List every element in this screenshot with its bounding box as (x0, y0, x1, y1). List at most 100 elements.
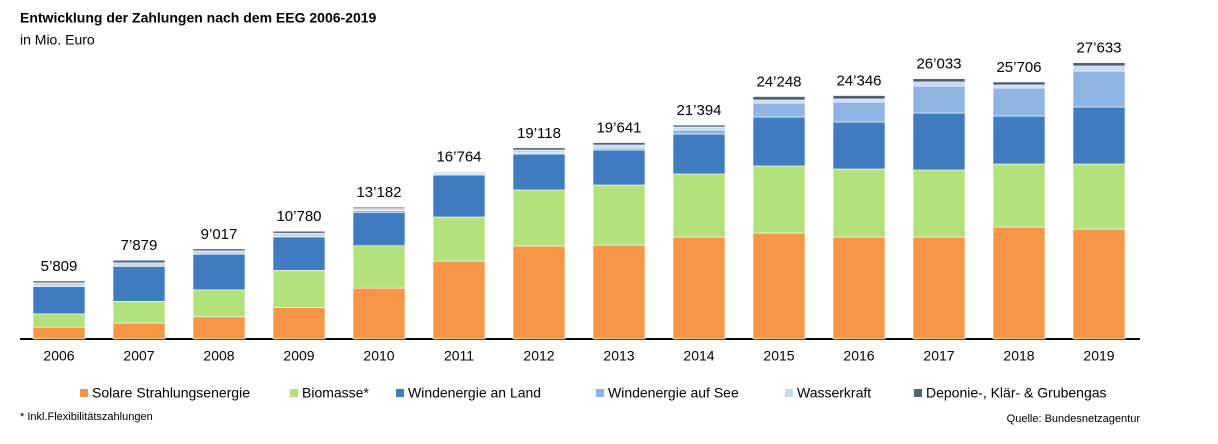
legend-label: Biomasse* (302, 385, 369, 401)
footnote: * Inkl.Flexibilitätszahlungen (20, 411, 153, 423)
total-label: 5’809 (41, 258, 78, 275)
total-label: 19’641 (596, 120, 641, 137)
bar-segment (593, 245, 645, 339)
bar-segment (273, 233, 325, 237)
bar-segment (513, 148, 565, 150)
bar-segment (593, 143, 645, 145)
bar-segment (673, 130, 725, 134)
x-tick-label: 2014 (683, 348, 714, 364)
bar-segment (193, 290, 245, 317)
total-label: 26’033 (916, 56, 961, 73)
bar-segment (913, 170, 965, 237)
bar-segment (113, 260, 165, 263)
bar-segment (353, 207, 405, 208)
bar-segment (993, 88, 1045, 116)
x-tick-label: 2011 (444, 348, 474, 364)
source: Quelle: Bundesnetzagentur (1007, 413, 1141, 425)
total-label: 10’780 (276, 208, 321, 225)
bar-segment (993, 116, 1045, 164)
bar-segment (993, 164, 1045, 227)
bar-segment (753, 166, 805, 233)
bar-segment (193, 249, 245, 251)
x-tick-label: 2007 (123, 348, 154, 364)
bar-segment (193, 254, 245, 290)
bar-segment (913, 82, 965, 86)
bar-segment (33, 281, 85, 283)
legend-label: Wasserkraft (797, 385, 871, 401)
legend-swatch (396, 389, 404, 397)
bar-segment (33, 314, 85, 327)
bar-segment (673, 174, 725, 237)
legend-label: Windenergie auf See (608, 385, 739, 401)
bar-segment (913, 237, 965, 339)
bar-segment (593, 145, 645, 148)
bar-segment (33, 287, 85, 314)
bar-segment (353, 209, 405, 211)
bar-segment (273, 270, 325, 307)
bar-segment (353, 212, 405, 245)
bar-segment (833, 102, 885, 122)
chart-title: Entwicklung der Zahlungen nach dem EEG 2… (20, 10, 377, 26)
legend-label: Deponie-, Klär- & Grubengas (926, 385, 1107, 401)
bar-segment (513, 190, 565, 246)
bar-segment (1073, 66, 1125, 71)
bar-segment (193, 251, 245, 254)
bar-segment (753, 100, 805, 103)
bar-segment (673, 125, 725, 127)
total-label: 9’017 (201, 226, 238, 243)
bar-segment (33, 283, 85, 287)
bar-segment (593, 148, 645, 150)
x-tick-label: 2006 (43, 348, 74, 364)
x-tick-label: 2018 (1003, 348, 1034, 364)
bar-segment (833, 122, 885, 169)
bar-segment (833, 237, 885, 339)
x-tick-label: 2019 (1083, 348, 1114, 364)
bar-segment (833, 99, 885, 102)
bar-segment (353, 288, 405, 339)
x-tick-label: 2015 (763, 348, 794, 364)
bar-segment (1073, 71, 1125, 107)
bar-segment (273, 307, 325, 339)
legend-swatch (914, 389, 922, 397)
bar-segment (33, 327, 85, 339)
x-tick-label: 2009 (283, 348, 314, 364)
bar-segment (1073, 164, 1125, 229)
x-tick-label: 2017 (923, 348, 954, 364)
x-tick-label: 2013 (603, 348, 634, 364)
bar-segment (433, 175, 485, 217)
total-label: 7’879 (121, 237, 158, 254)
total-label: 19’118 (517, 125, 561, 142)
bar-segment (113, 263, 165, 267)
bar-segment (273, 237, 325, 271)
bar-segment (913, 113, 965, 170)
bar-segment (833, 169, 885, 237)
bar-segment (433, 217, 485, 261)
legend-label: Windenergie an Land (408, 385, 541, 401)
legend-swatch (596, 389, 604, 397)
bar-segment (193, 317, 245, 339)
bar-segment (913, 79, 965, 82)
bar-segment (833, 96, 885, 99)
bar-segment (273, 231, 325, 233)
legend-swatch (785, 389, 793, 397)
bar-segment (513, 246, 565, 339)
bar-segment (673, 134, 725, 174)
bar-segment (513, 154, 565, 190)
bar-segment (433, 171, 485, 172)
bar-segment (593, 150, 645, 185)
legend-swatch (290, 389, 298, 397)
x-tick-label: 2012 (523, 348, 554, 364)
bar-segment (673, 237, 725, 339)
bar-segment (753, 117, 805, 166)
chart-subtitle: in Mio. Euro (20, 32, 95, 48)
bar-segment (993, 85, 1045, 88)
bar-segment (753, 97, 805, 100)
total-label: 27’633 (1076, 40, 1121, 57)
bar-segment (913, 86, 965, 113)
bar-segment (113, 323, 165, 339)
bar-segment (1073, 229, 1125, 339)
bar-segment (353, 246, 405, 288)
bar-segment (753, 233, 805, 339)
bar-segment (753, 103, 805, 117)
